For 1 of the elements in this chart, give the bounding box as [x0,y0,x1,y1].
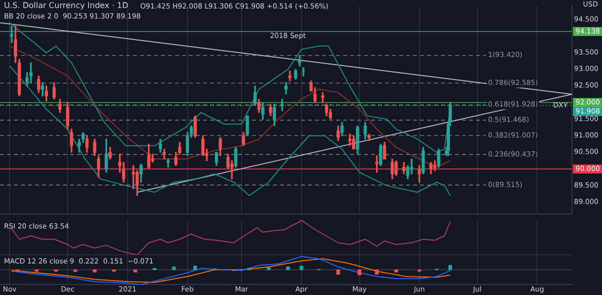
chart-title: U.S. Dollar Currency Index · 1D [4,1,128,10]
